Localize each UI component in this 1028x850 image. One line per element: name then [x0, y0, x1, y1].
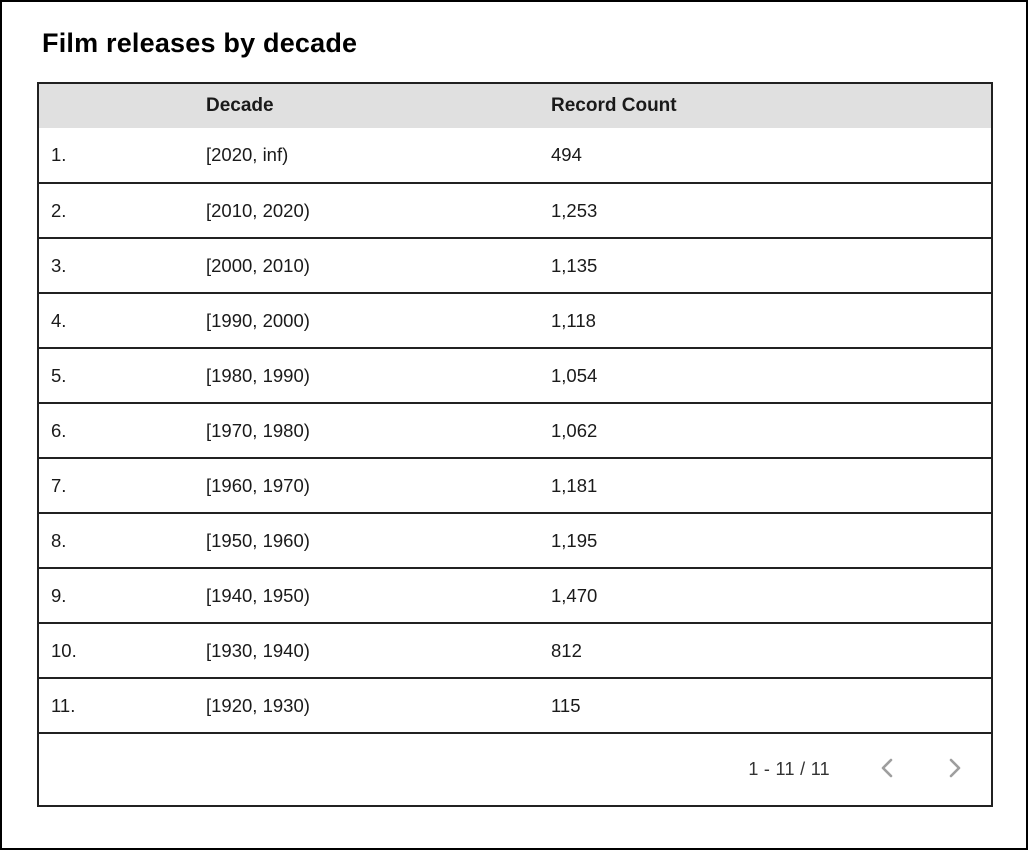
- row-index-cell: 3.: [38, 237, 194, 293]
- decade-cell: [1950, 1960): [194, 512, 539, 568]
- row-index-cell: 11.: [38, 677, 194, 733]
- row-index-cell: 6.: [38, 402, 194, 458]
- record-count-cell: 1,062: [539, 402, 992, 458]
- row-index-cell: 8.: [38, 512, 194, 568]
- record-count-cell: 1,181: [539, 457, 992, 513]
- header-cell-record-count[interactable]: Record Count: [539, 83, 992, 128]
- row-index-cell: 1.: [38, 128, 194, 183]
- decade-cell: [1960, 1970): [194, 457, 539, 513]
- table-row: 10. [1930, 1940) 812: [38, 622, 992, 678]
- data-table: Decade Record Count 1. [2020, inf) 494 2…: [37, 82, 993, 807]
- table-row: 1. [2020, inf) 494: [38, 128, 992, 183]
- table-row: 5. [1980, 1990) 1,054: [38, 347, 992, 403]
- header-row: Decade Record Count: [38, 83, 992, 128]
- record-count-cell: 1,195: [539, 512, 992, 568]
- header-cell-row-number: [38, 83, 194, 128]
- chevron-right-icon: [941, 755, 967, 784]
- decade-cell: [1970, 1980): [194, 402, 539, 458]
- pagination-range-label: 1 - 11 / 11: [748, 759, 830, 779]
- page-title: Film releases by decade: [42, 28, 358, 58]
- decade-cell: [1980, 1990): [194, 347, 539, 403]
- table-row: 3. [2000, 2010) 1,135: [38, 237, 992, 293]
- film-releases-table-widget: Decade Record Count 1. [2020, inf) 494 2…: [37, 82, 993, 807]
- footer-row: 1 - 11 / 11: [38, 732, 992, 806]
- table-row: 2. [2010, 2020) 1,253: [38, 182, 992, 238]
- next-page-button[interactable]: [940, 756, 968, 784]
- table-row: 8. [1950, 1960) 1,195: [38, 512, 992, 568]
- decade-cell: [1930, 1940): [194, 622, 539, 678]
- table-row: 6. [1970, 1980) 1,062: [38, 402, 992, 458]
- table-row: 7. [1960, 1970) 1,181: [38, 457, 992, 513]
- decade-cell: [1940, 1950): [194, 567, 539, 623]
- row-index-cell: 4.: [38, 292, 194, 348]
- record-count-cell: 1,118: [539, 292, 992, 348]
- table-row: 11. [1920, 1930) 115: [38, 677, 992, 733]
- chevron-left-icon: [875, 755, 901, 784]
- header-cell-decade[interactable]: Decade: [194, 83, 539, 128]
- pagination-buttons: [874, 756, 968, 784]
- row-index-cell: 7.: [38, 457, 194, 513]
- decade-cell: [2010, 2020): [194, 182, 539, 238]
- table-row: 4. [1990, 2000) 1,118: [38, 292, 992, 348]
- table-header: Decade Record Count: [38, 83, 992, 128]
- decade-cell: [2000, 2010): [194, 237, 539, 293]
- record-count-cell: 812: [539, 622, 992, 678]
- row-index-cell: 10.: [38, 622, 194, 678]
- record-count-cell: 115: [539, 677, 992, 733]
- record-count-cell: 1,135: [539, 237, 992, 293]
- previous-page-button[interactable]: [874, 756, 902, 784]
- record-count-cell: 1,054: [539, 347, 992, 403]
- row-index-cell: 5.: [38, 347, 194, 403]
- row-index-cell: 2.: [38, 182, 194, 238]
- row-index-cell: 9.: [38, 567, 194, 623]
- table-footer: 1 - 11 / 11: [38, 732, 992, 806]
- pagination: 1 - 11 / 11: [40, 756, 990, 784]
- decade-cell: [1920, 1930): [194, 677, 539, 733]
- record-count-cell: 1,253: [539, 182, 992, 238]
- decade-cell: [1990, 2000): [194, 292, 539, 348]
- table-body: 1. [2020, inf) 494 2. [2010, 2020) 1,253…: [38, 128, 992, 733]
- record-count-cell: 1,470: [539, 567, 992, 623]
- table-row: 9. [1940, 1950) 1,470: [38, 567, 992, 623]
- record-count-cell: 494: [539, 128, 992, 183]
- decade-cell: [2020, inf): [194, 128, 539, 183]
